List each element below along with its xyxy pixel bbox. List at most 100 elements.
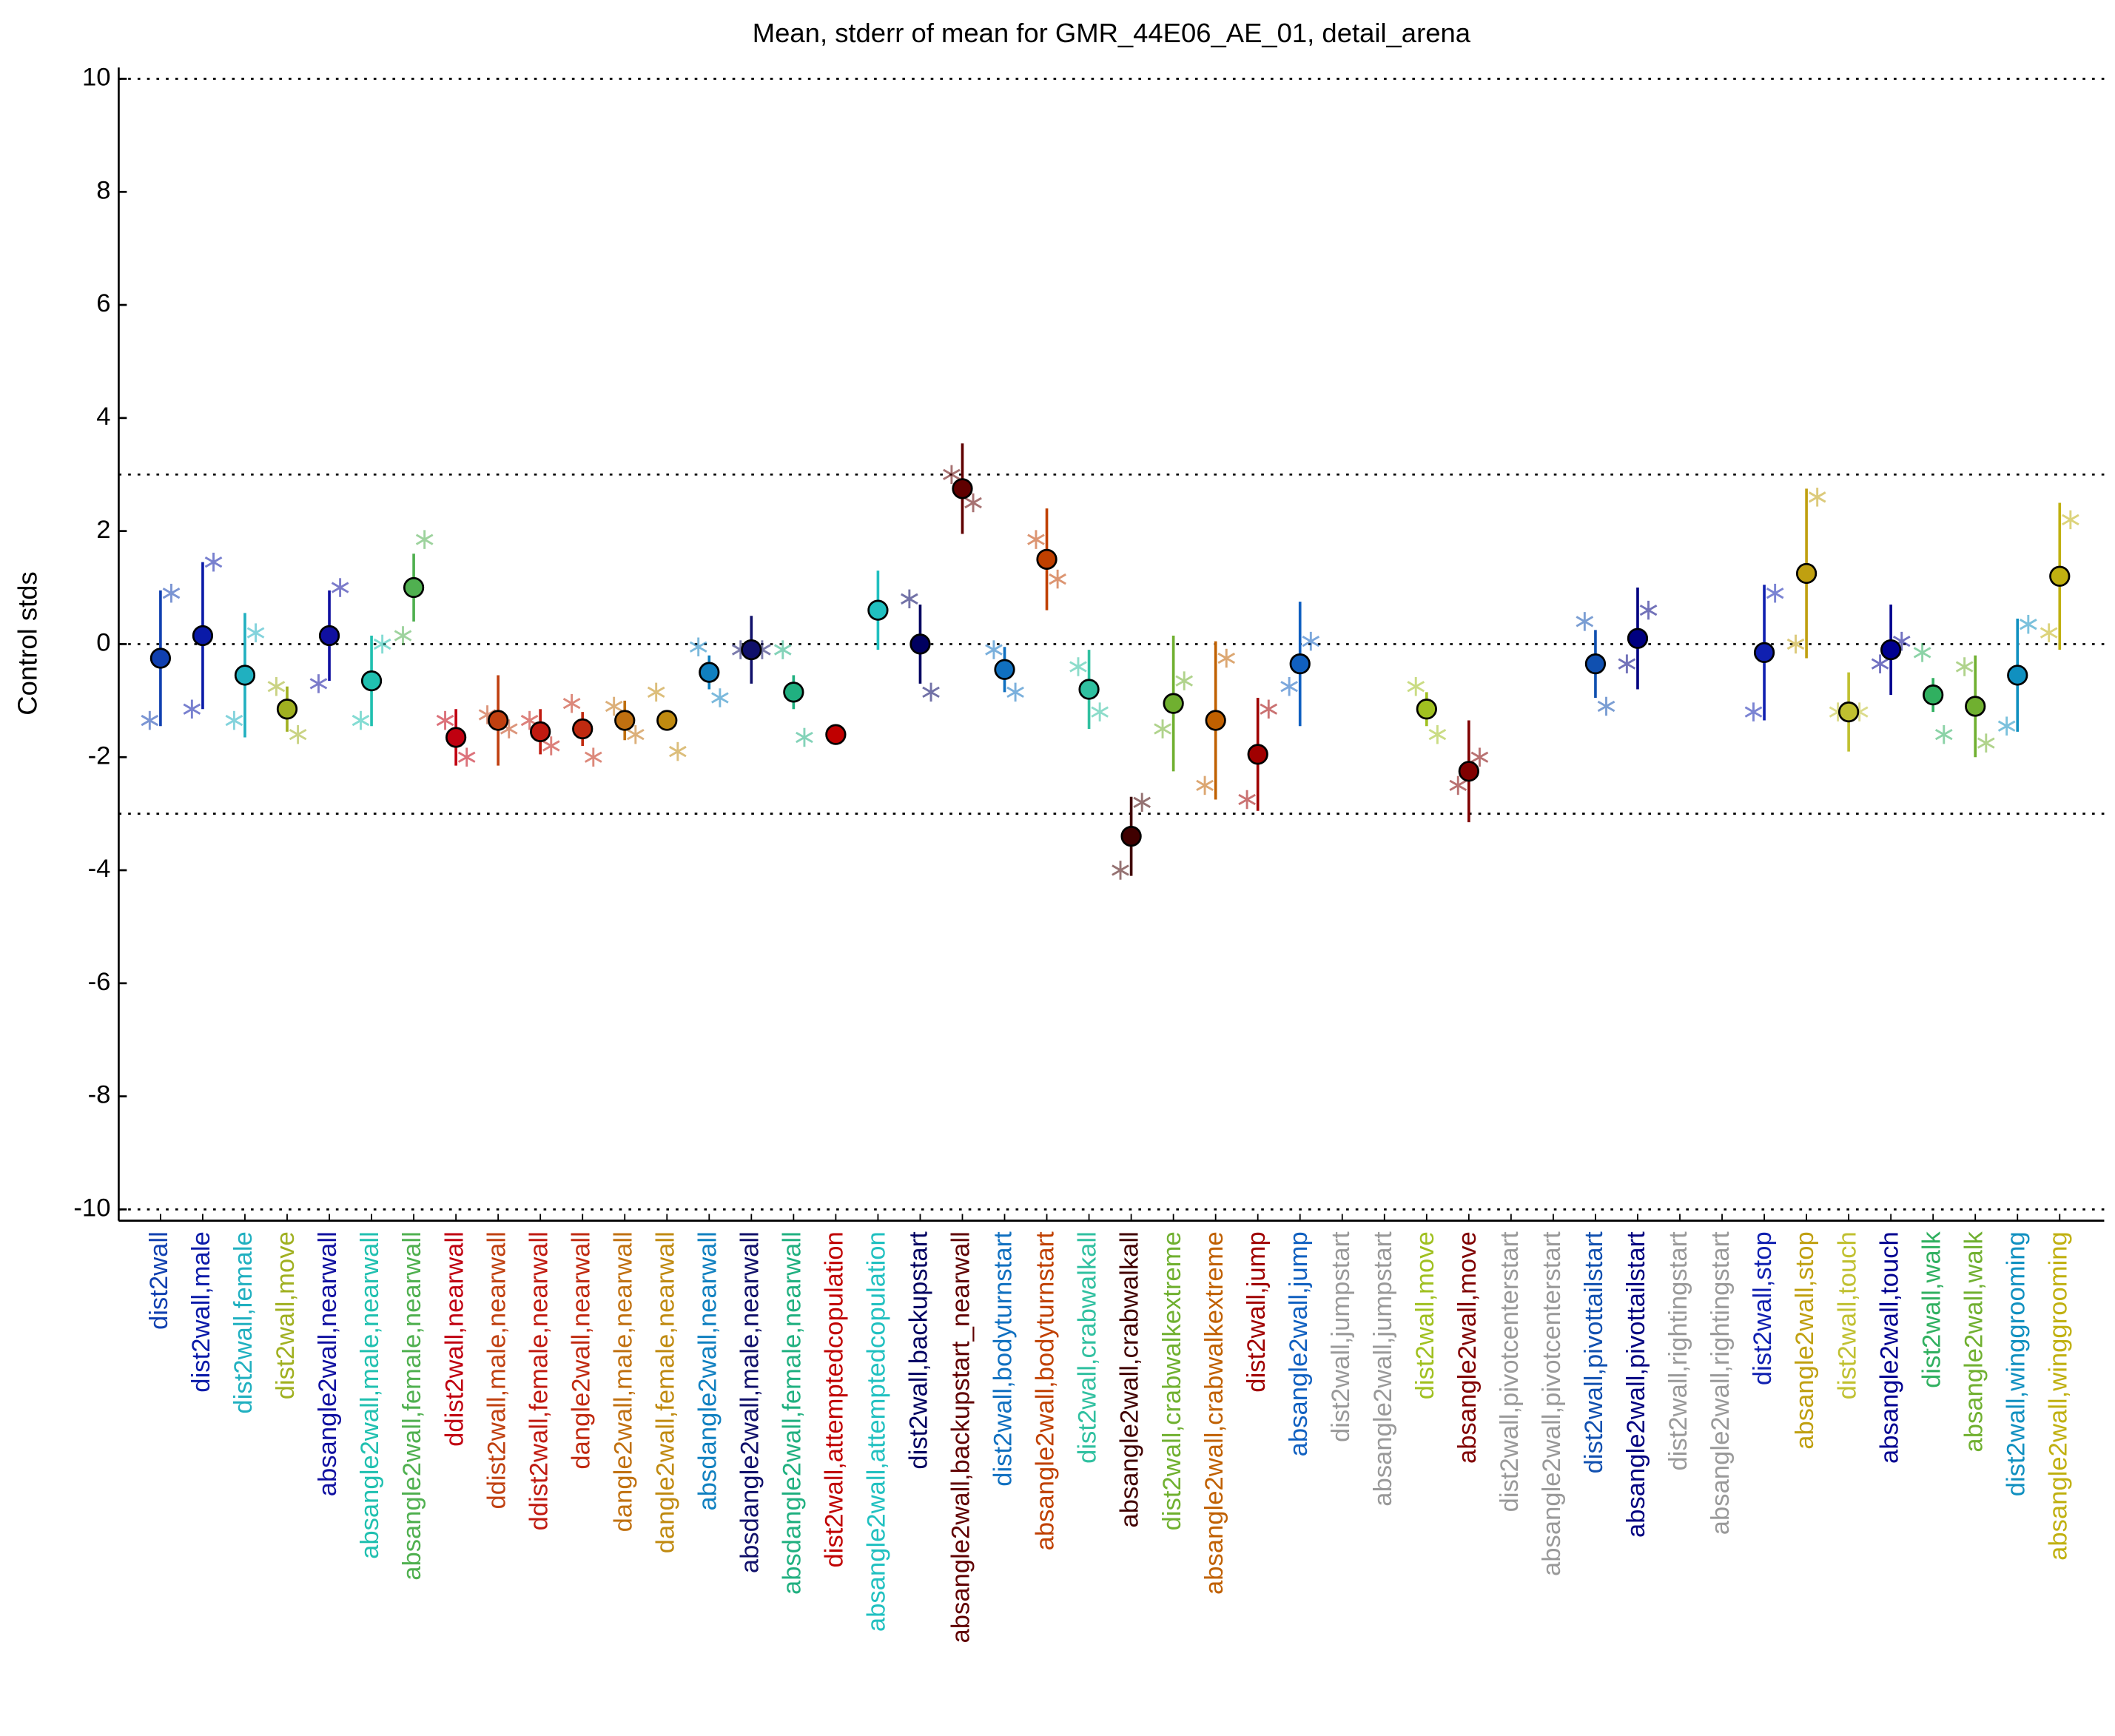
star-marker bbox=[1786, 634, 1805, 654]
star-marker bbox=[331, 578, 349, 597]
x-tick-label: dist2wall,move bbox=[272, 1231, 300, 1399]
star-marker bbox=[394, 626, 412, 645]
star-stroke bbox=[605, 700, 623, 713]
y-tick-label: -10 bbox=[73, 1194, 110, 1222]
star-stroke bbox=[711, 692, 729, 704]
star-stroke bbox=[1744, 706, 1763, 718]
star-stroke bbox=[373, 638, 391, 650]
star-stroke bbox=[309, 678, 328, 690]
star-marker bbox=[1006, 682, 1024, 702]
x-tick-label: absangle2wall,touch bbox=[1875, 1231, 1903, 1464]
x-tick-label: dist2wall,rightingstart bbox=[1664, 1231, 1692, 1471]
y-tick-label: -2 bbox=[88, 741, 111, 770]
star-marker bbox=[584, 747, 602, 767]
star-marker bbox=[542, 736, 560, 756]
star-stroke bbox=[773, 644, 792, 656]
y-tick-label: 6 bbox=[96, 289, 110, 317]
x-tick-label: dangle2wall,female,nearwall bbox=[651, 1231, 679, 1553]
star-marker bbox=[1260, 699, 1278, 719]
star-marker bbox=[1934, 724, 1953, 744]
star-marker bbox=[162, 583, 181, 603]
star-stroke bbox=[1618, 658, 1636, 670]
x-tick-label: ddist2wall,male,nearwall bbox=[482, 1231, 511, 1509]
star-marker bbox=[626, 724, 645, 744]
chart-title: Mean, stderr of mean for GMR_44E06_AE_01… bbox=[753, 18, 1471, 48]
star-stroke bbox=[1955, 661, 1974, 673]
star-stroke bbox=[669, 745, 687, 758]
star-stroke bbox=[1112, 864, 1129, 876]
x-tick-label: absangle2wall,crabwalkall bbox=[1116, 1231, 1144, 1527]
x-tick-label: dangle2wall,male,nearwall bbox=[609, 1231, 637, 1532]
star-marker bbox=[1175, 671, 1194, 690]
x-tick-label: absdangle2wall,nearwall bbox=[693, 1231, 722, 1510]
star-marker bbox=[1639, 600, 1658, 620]
star-stroke bbox=[562, 697, 581, 710]
star-stroke bbox=[1260, 703, 1278, 715]
star-marker bbox=[1112, 861, 1129, 880]
mean-marker bbox=[234, 665, 256, 686]
star-marker bbox=[922, 682, 940, 702]
star-marker bbox=[289, 724, 307, 744]
mean-marker bbox=[2049, 565, 2071, 587]
star-stroke bbox=[626, 729, 645, 741]
star-stroke bbox=[1302, 635, 1320, 647]
star-stroke bbox=[267, 681, 286, 693]
x-tick-label: dist2wall,walk bbox=[1917, 1231, 1946, 1388]
star-stroke bbox=[1049, 573, 1066, 585]
star-marker bbox=[352, 710, 370, 730]
mean-marker bbox=[1795, 562, 1818, 585]
x-tick-label: dist2wall,attemptedcopulation bbox=[821, 1231, 849, 1567]
star-stroke bbox=[796, 731, 813, 744]
star-stroke bbox=[225, 714, 243, 727]
mean-marker bbox=[1923, 684, 1944, 706]
y-axis-label: Control stds bbox=[13, 571, 43, 715]
x-tick-label: absangle2wall,crabwalkextreme bbox=[1200, 1231, 1228, 1595]
star-stroke bbox=[1006, 686, 1024, 699]
x-tick-label: absangle2wall,pivotcenterstart bbox=[1538, 1231, 1566, 1576]
mean-marker bbox=[1965, 696, 1986, 717]
star-stroke bbox=[1766, 588, 1784, 599]
x-tick-label: dist2wall,bodyturnstart bbox=[989, 1231, 1018, 1487]
star-marker bbox=[2040, 623, 2058, 642]
star-marker bbox=[373, 634, 391, 654]
star-stroke bbox=[985, 644, 1003, 656]
star-marker bbox=[2062, 510, 2079, 530]
mean-marker bbox=[192, 625, 214, 647]
star-marker bbox=[1576, 612, 1594, 631]
y-tick-label: 4 bbox=[96, 403, 110, 431]
mean-marker bbox=[1584, 653, 1607, 675]
star-marker bbox=[1428, 724, 1447, 744]
star-stroke bbox=[1470, 751, 1489, 763]
x-tick-label: absangle2wall,attemptedcopulation bbox=[863, 1231, 891, 1632]
star-marker bbox=[225, 710, 243, 730]
star-marker bbox=[605, 696, 623, 716]
star-marker bbox=[1449, 776, 1467, 795]
mean-marker bbox=[1247, 744, 1268, 765]
x-tick-label: dist2wall,female bbox=[229, 1231, 258, 1413]
star-stroke bbox=[1196, 779, 1214, 792]
star-stroke bbox=[331, 582, 349, 593]
mean-marker bbox=[1753, 642, 1775, 664]
x-tick-label: dist2wall,winggrooming bbox=[2002, 1231, 2030, 1496]
star-stroke bbox=[1238, 793, 1256, 806]
mean-marker bbox=[445, 727, 467, 748]
star-marker bbox=[183, 699, 201, 719]
star-marker bbox=[1470, 747, 1489, 767]
star-marker bbox=[267, 676, 286, 696]
x-tick-label: ddist2wall,female,nearwall bbox=[525, 1231, 553, 1530]
mean-marker bbox=[825, 724, 847, 745]
star-stroke bbox=[1576, 616, 1594, 628]
star-stroke bbox=[457, 751, 476, 763]
y-tick-label: -8 bbox=[88, 1081, 111, 1109]
x-tick-label: absangle2wall,stop bbox=[1791, 1231, 1819, 1450]
star-marker bbox=[647, 682, 665, 702]
star-stroke bbox=[542, 740, 560, 752]
star-stroke bbox=[584, 751, 602, 763]
mean-marker bbox=[149, 647, 172, 669]
y-tick-label: -4 bbox=[88, 855, 111, 883]
star-marker bbox=[457, 747, 476, 767]
x-tick-label: absdangle2wall,male,nearwall bbox=[736, 1231, 764, 1573]
star-marker bbox=[1069, 657, 1087, 676]
star-stroke bbox=[1871, 658, 1889, 670]
star-stroke bbox=[1133, 796, 1151, 808]
